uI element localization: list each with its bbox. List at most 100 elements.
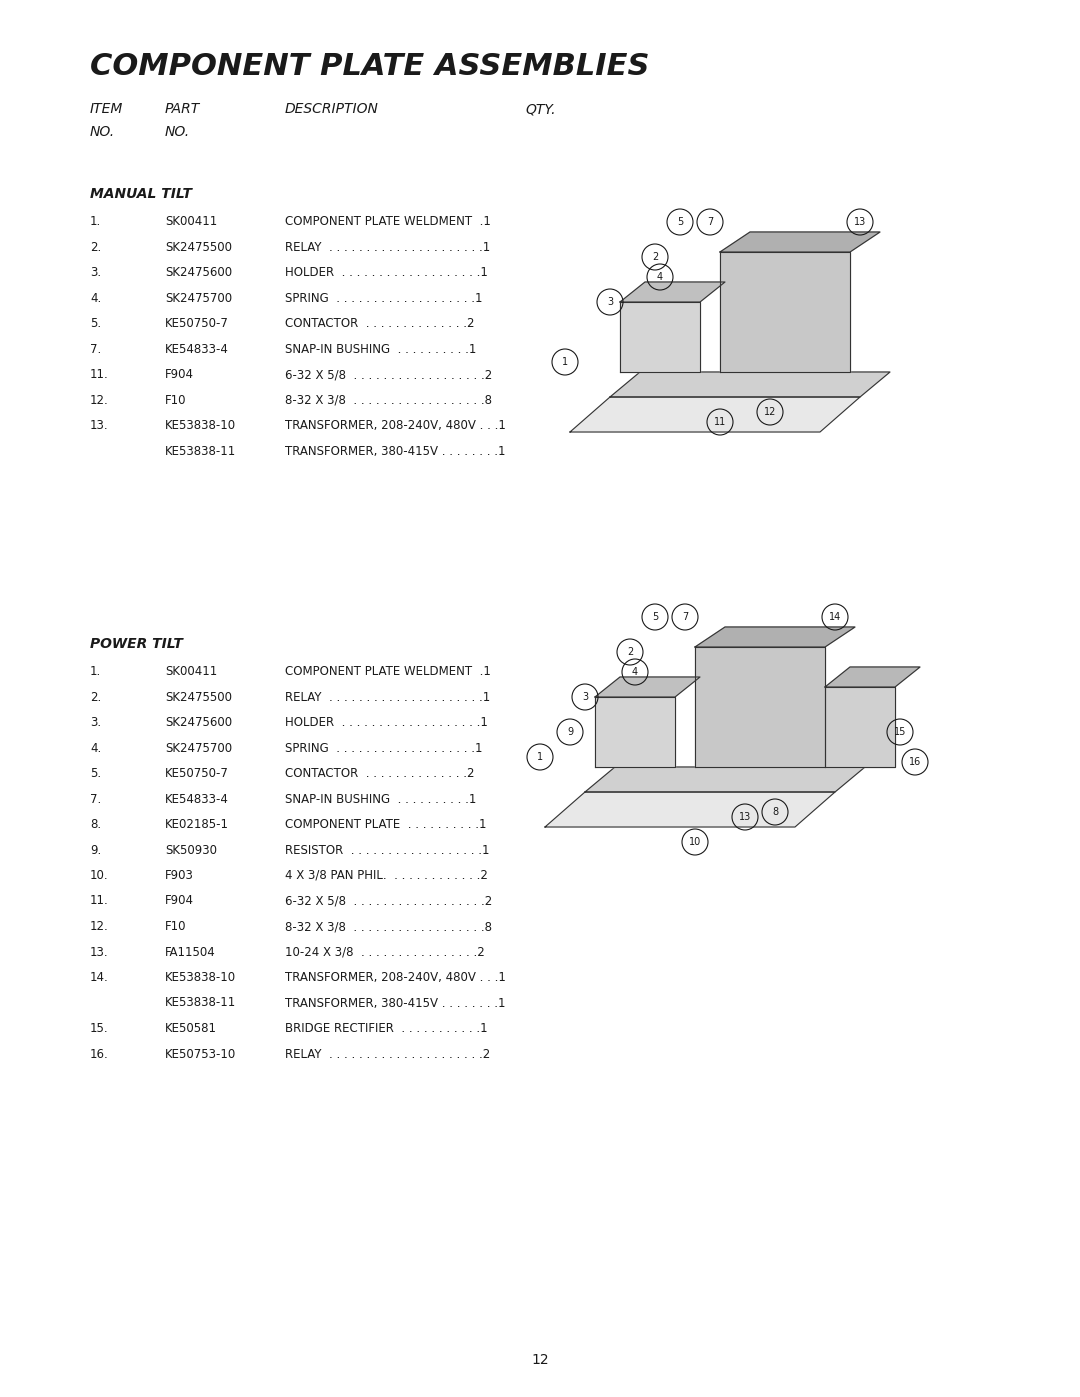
Polygon shape: [595, 697, 675, 767]
Text: KE54833-4: KE54833-4: [165, 342, 229, 355]
Text: DESCRIPTION: DESCRIPTION: [285, 102, 379, 116]
Polygon shape: [696, 647, 825, 767]
Text: BRIDGE RECTIFIER  . . . . . . . . . . .1: BRIDGE RECTIFIER . . . . . . . . . . .1: [285, 1023, 488, 1035]
Text: 2: 2: [626, 647, 633, 657]
Text: NO.: NO.: [165, 124, 190, 138]
Text: 9: 9: [567, 726, 573, 738]
Text: NO.: NO.: [90, 124, 116, 138]
Text: 7: 7: [681, 612, 688, 622]
Text: SK2475500: SK2475500: [165, 690, 232, 704]
Text: 13.: 13.: [90, 419, 109, 432]
Text: 5: 5: [677, 217, 684, 226]
Text: 15: 15: [894, 726, 906, 738]
Text: CONTACTOR  . . . . . . . . . . . . . .2: CONTACTOR . . . . . . . . . . . . . .2: [285, 317, 474, 330]
Polygon shape: [720, 232, 880, 251]
Text: 11.: 11.: [90, 894, 109, 908]
Text: KE53838-11: KE53838-11: [165, 444, 237, 457]
Text: 14: 14: [828, 612, 841, 622]
Text: SNAP-IN BUSHING  . . . . . . . . . .1: SNAP-IN BUSHING . . . . . . . . . .1: [285, 792, 476, 806]
Text: 1.: 1.: [90, 665, 102, 678]
Text: 3.: 3.: [90, 717, 102, 729]
Text: 7.: 7.: [90, 342, 102, 355]
Text: SK2475600: SK2475600: [165, 265, 232, 279]
Text: 16.: 16.: [90, 1048, 109, 1060]
Text: TRANSFORMER, 380-415V . . . . . . . .1: TRANSFORMER, 380-415V . . . . . . . .1: [285, 444, 505, 457]
Text: 4.: 4.: [90, 742, 102, 754]
Text: 8-32 X 3/8  . . . . . . . . . . . . . . . . . .8: 8-32 X 3/8 . . . . . . . . . . . . . . .…: [285, 394, 492, 407]
Text: 4 X 3/8 PAN PHIL.  . . . . . . . . . . . .2: 4 X 3/8 PAN PHIL. . . . . . . . . . . . …: [285, 869, 488, 882]
Polygon shape: [585, 767, 865, 792]
Text: SK2475700: SK2475700: [165, 292, 232, 305]
Text: SNAP-IN BUSHING  . . . . . . . . . .1: SNAP-IN BUSHING . . . . . . . . . .1: [285, 342, 476, 355]
Text: KE02185-1: KE02185-1: [165, 819, 229, 831]
Text: 10-24 X 3/8  . . . . . . . . . . . . . . . .2: 10-24 X 3/8 . . . . . . . . . . . . . . …: [285, 946, 485, 958]
Text: KE53838-11: KE53838-11: [165, 996, 237, 1010]
Text: SPRING  . . . . . . . . . . . . . . . . . . .1: SPRING . . . . . . . . . . . . . . . . .…: [285, 742, 483, 754]
Text: 2.: 2.: [90, 690, 102, 704]
Text: 12.: 12.: [90, 394, 109, 407]
Text: 14.: 14.: [90, 971, 109, 983]
Text: 15.: 15.: [90, 1023, 109, 1035]
Text: 4: 4: [632, 666, 638, 678]
Text: KE54833-4: KE54833-4: [165, 792, 229, 806]
Text: FA11504: FA11504: [165, 946, 216, 958]
Text: 2.: 2.: [90, 240, 102, 253]
Text: 10: 10: [689, 837, 701, 847]
Text: F10: F10: [165, 921, 187, 933]
Text: TRANSFORMER, 208-240V, 480V . . .1: TRANSFORMER, 208-240V, 480V . . .1: [285, 419, 505, 432]
Text: SPRING  . . . . . . . . . . . . . . . . . . .1: SPRING . . . . . . . . . . . . . . . . .…: [285, 292, 483, 305]
Text: RESISTOR  . . . . . . . . . . . . . . . . . .1: RESISTOR . . . . . . . . . . . . . . . .…: [285, 844, 489, 856]
Text: 4.: 4.: [90, 292, 102, 305]
Text: F10: F10: [165, 394, 187, 407]
Text: SK2475500: SK2475500: [165, 240, 232, 253]
Text: 6-32 X 5/8  . . . . . . . . . . . . . . . . . .2: 6-32 X 5/8 . . . . . . . . . . . . . . .…: [285, 367, 492, 381]
Text: 8.: 8.: [90, 819, 102, 831]
Text: 9.: 9.: [90, 844, 102, 856]
Text: 4: 4: [657, 272, 663, 282]
Text: KE53838-10: KE53838-10: [165, 419, 237, 432]
Text: ITEM: ITEM: [90, 102, 123, 116]
Text: POWER TILT: POWER TILT: [90, 637, 183, 651]
Polygon shape: [825, 687, 895, 767]
Polygon shape: [595, 678, 700, 697]
Text: 7.: 7.: [90, 792, 102, 806]
Text: 3: 3: [582, 692, 589, 703]
Text: 11.: 11.: [90, 367, 109, 381]
Text: RELAY  . . . . . . . . . . . . . . . . . . . . .2: RELAY . . . . . . . . . . . . . . . . . …: [285, 1048, 490, 1060]
Polygon shape: [696, 627, 855, 647]
Text: 5: 5: [652, 612, 658, 622]
Text: 5.: 5.: [90, 767, 102, 780]
Text: 2: 2: [652, 251, 658, 263]
Text: TRANSFORMER, 380-415V . . . . . . . .1: TRANSFORMER, 380-415V . . . . . . . .1: [285, 996, 505, 1010]
Text: 10.: 10.: [90, 869, 109, 882]
Text: RELAY  . . . . . . . . . . . . . . . . . . . . .1: RELAY . . . . . . . . . . . . . . . . . …: [285, 690, 490, 704]
Text: 16: 16: [909, 757, 921, 767]
Text: 13: 13: [739, 812, 751, 821]
Polygon shape: [610, 372, 890, 397]
Text: MANUAL TILT: MANUAL TILT: [90, 187, 192, 201]
Text: 8: 8: [772, 807, 778, 817]
Text: HOLDER  . . . . . . . . . . . . . . . . . . .1: HOLDER . . . . . . . . . . . . . . . . .…: [285, 717, 488, 729]
Polygon shape: [570, 397, 860, 432]
Text: 7: 7: [707, 217, 713, 226]
Text: 5.: 5.: [90, 317, 102, 330]
Text: HOLDER  . . . . . . . . . . . . . . . . . . .1: HOLDER . . . . . . . . . . . . . . . . .…: [285, 265, 488, 279]
Polygon shape: [620, 302, 700, 372]
Text: RELAY  . . . . . . . . . . . . . . . . . . . . .1: RELAY . . . . . . . . . . . . . . . . . …: [285, 240, 490, 253]
Text: F904: F904: [165, 367, 194, 381]
Text: KE50581: KE50581: [165, 1023, 217, 1035]
Text: QTY.: QTY.: [525, 102, 555, 116]
Text: 12.: 12.: [90, 921, 109, 933]
Text: 13: 13: [854, 217, 866, 226]
Text: 1: 1: [562, 358, 568, 367]
Text: 12: 12: [764, 407, 777, 416]
Text: 1.: 1.: [90, 215, 102, 228]
Text: F904: F904: [165, 894, 194, 908]
Text: PART: PART: [165, 102, 200, 116]
Text: 1: 1: [537, 752, 543, 761]
Text: KE50753-10: KE50753-10: [165, 1048, 237, 1060]
Text: 12: 12: [531, 1354, 549, 1368]
Text: 8-32 X 3/8  . . . . . . . . . . . . . . . . . .8: 8-32 X 3/8 . . . . . . . . . . . . . . .…: [285, 921, 492, 933]
Text: COMPONENT PLATE  . . . . . . . . . .1: COMPONENT PLATE . . . . . . . . . .1: [285, 819, 486, 831]
Text: SK00411: SK00411: [165, 215, 217, 228]
